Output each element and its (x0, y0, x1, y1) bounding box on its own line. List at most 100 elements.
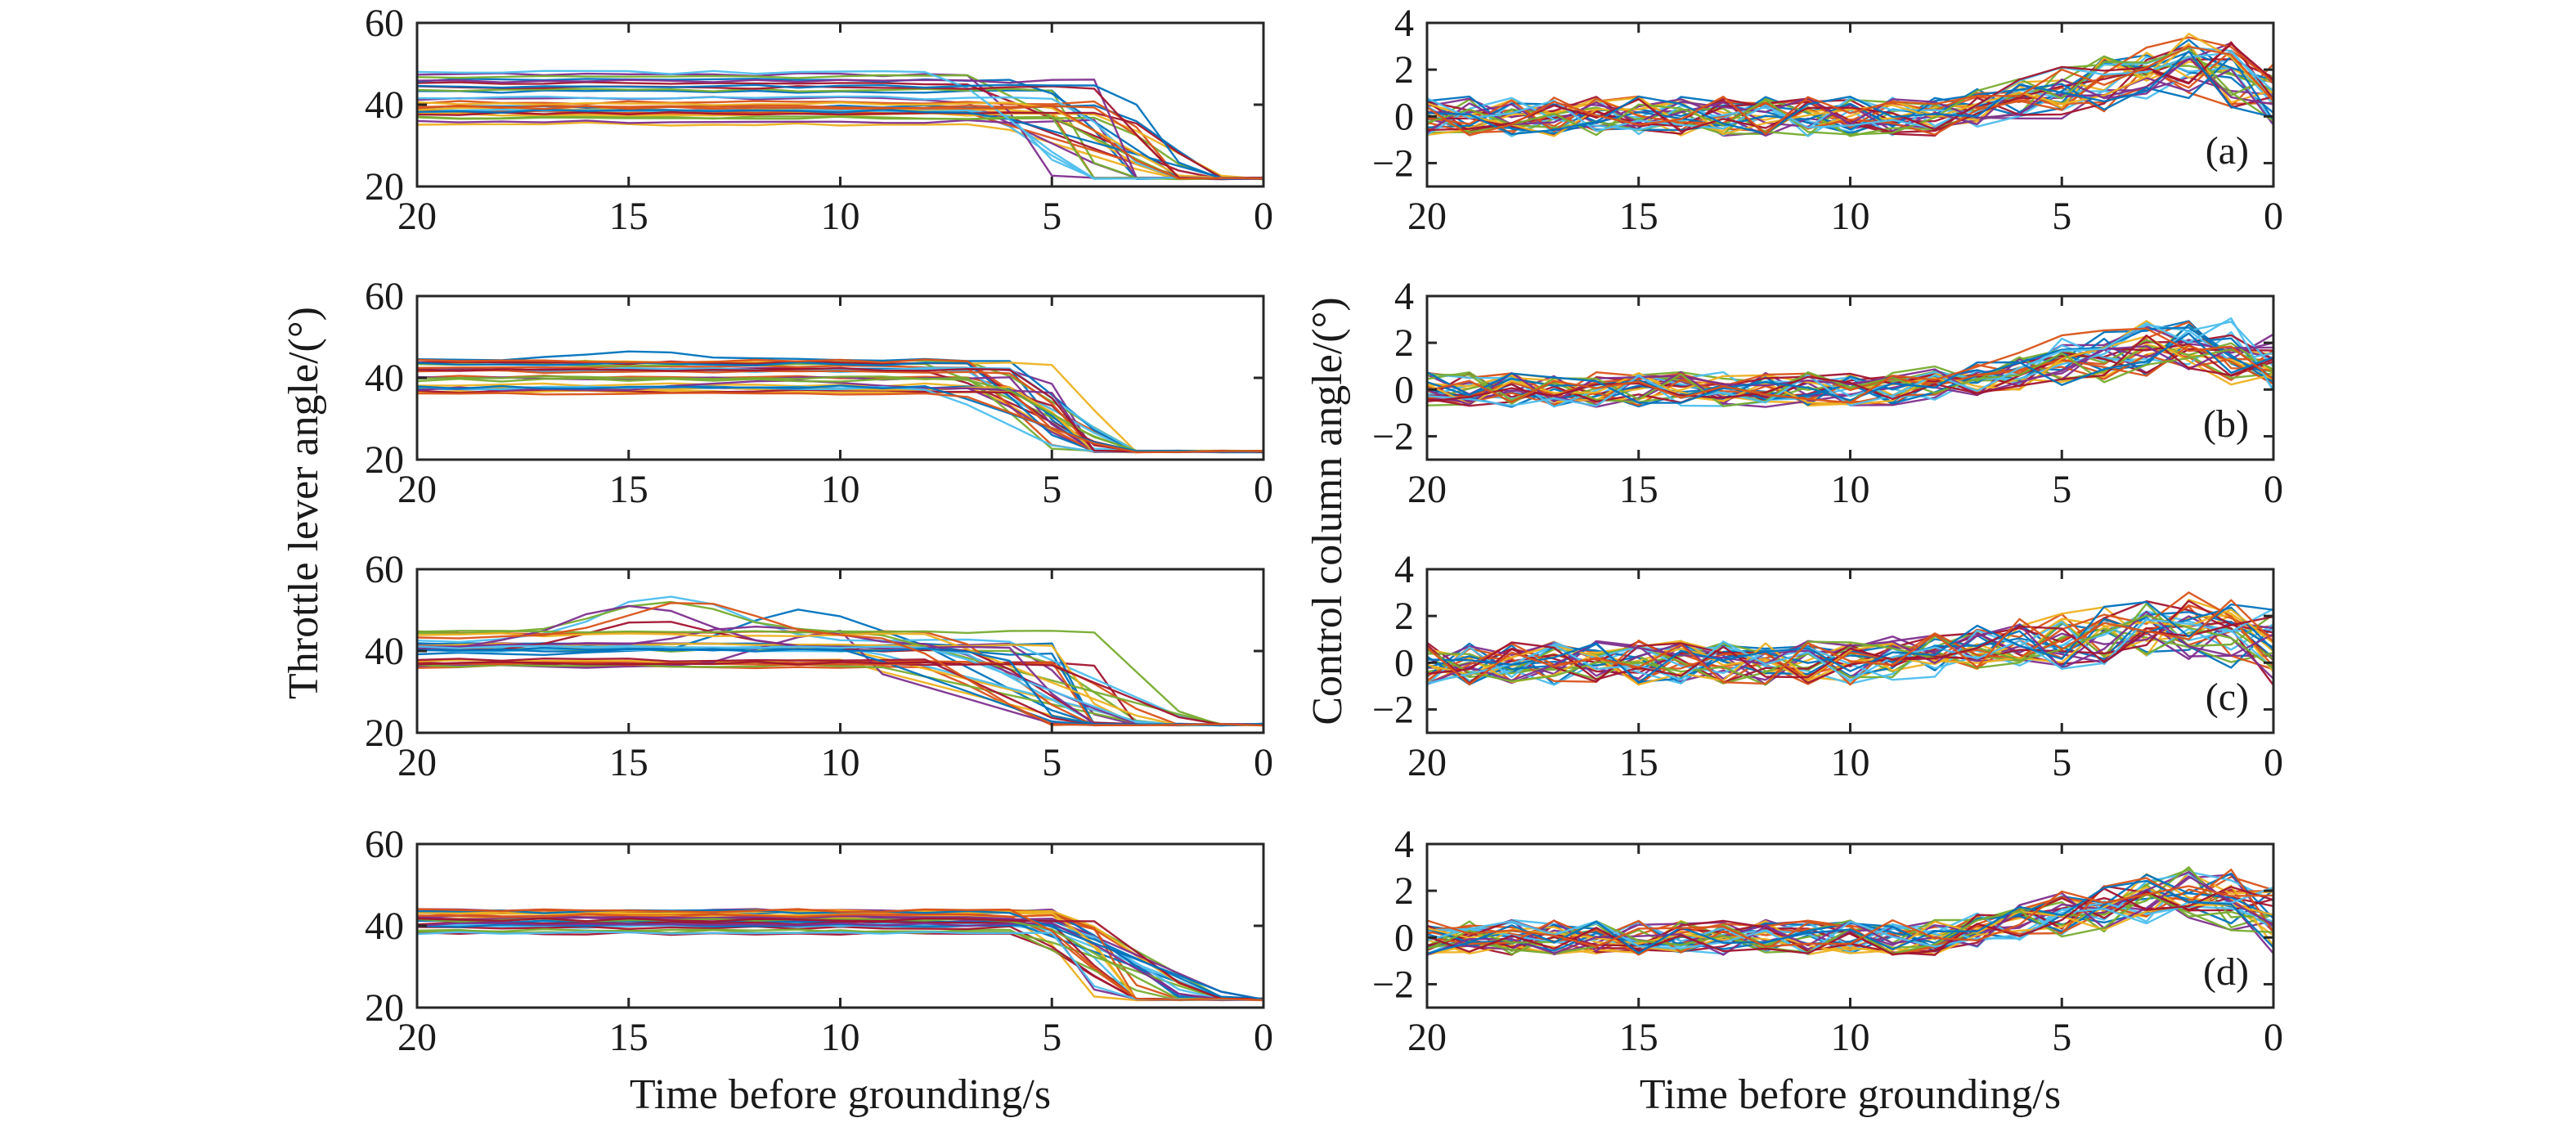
series-group (417, 70, 1263, 181)
series-group (1427, 591, 2273, 686)
x-tick-label: 0 (2264, 1016, 2283, 1059)
y-tick-label: −2 (1372, 415, 1414, 458)
series-group (1427, 33, 2273, 137)
y-tick-label: 60 (365, 275, 404, 318)
series-line (1427, 45, 2273, 137)
series-line (417, 104, 1263, 181)
x-tick-label: 10 (1831, 195, 1870, 238)
y-tick-label: 60 (365, 2, 404, 45)
x-tick-label: 15 (609, 741, 648, 784)
series-line (1427, 873, 2273, 952)
series-line (417, 661, 1263, 726)
x-tick-label: 20 (397, 195, 437, 238)
series-line (417, 922, 1263, 1000)
panel-label: (d) (2203, 950, 2249, 994)
y-tick-label: 2 (1394, 321, 1414, 365)
y-tick-label: 0 (1394, 916, 1414, 959)
x-tick-label: 0 (1254, 468, 1273, 511)
y-tick-label: 4 (1394, 823, 1414, 866)
x-tick-label: 15 (1619, 468, 1658, 511)
y-tick-label: −2 (1372, 963, 1414, 1006)
series-line (417, 392, 1263, 454)
x-tick-label: 15 (1619, 1016, 1658, 1059)
x-tick-label: 20 (1407, 1016, 1447, 1059)
y-tick-label: 2 (1394, 595, 1414, 638)
y-tick-label: 2 (1394, 48, 1414, 92)
x-tick-label: 5 (2052, 195, 2071, 238)
y-tick-label: 20 (365, 165, 404, 209)
series-line (1427, 885, 2273, 948)
left-y-axis-label: Throttle lever angle/(°) (280, 307, 327, 699)
series-line (1427, 599, 2273, 686)
y-tick-label: 0 (1394, 641, 1414, 685)
right-y-axis-label: Control column angle/(°) (1304, 297, 1351, 725)
series-line (1427, 884, 2273, 955)
series-line (417, 595, 1263, 725)
series-group (1427, 866, 2273, 956)
y-tick-label: 4 (1394, 275, 1414, 318)
y-tick-label: 40 (365, 630, 404, 673)
series-line (1427, 335, 2273, 402)
series-line (417, 384, 1263, 453)
series-line (417, 79, 1263, 180)
series-group (1427, 317, 2273, 408)
x-tick-label: 0 (1254, 1016, 1273, 1059)
x-tick-label: 0 (2264, 468, 2283, 511)
left-x-axis-label: Time before grounding/s (630, 1071, 1051, 1118)
series-line (417, 85, 1263, 180)
x-tick-label: 0 (2264, 741, 2283, 784)
x-tick-label: 5 (2052, 1016, 2071, 1059)
panel-label: (c) (2206, 676, 2249, 719)
y-tick-label: 20 (365, 438, 404, 482)
series-line (417, 74, 1263, 180)
series-line (1427, 614, 2273, 686)
y-tick-label: 0 (1394, 368, 1414, 411)
x-tick-label: 5 (2052, 741, 2071, 784)
series-line (1427, 317, 2273, 407)
x-tick-label: 10 (821, 1016, 860, 1059)
panel-throttle-a: 20 15 10 5 0 20 40 60 (365, 2, 1273, 238)
x-tick-label: 20 (1407, 468, 1447, 511)
series-line (1427, 345, 2273, 406)
series-line (417, 377, 1263, 453)
series-line (1427, 323, 2273, 408)
y-tick-label: 4 (1394, 548, 1414, 591)
series-line (417, 88, 1263, 181)
series-line (1427, 600, 2273, 684)
series-line (1427, 344, 2273, 399)
x-tick-label: 15 (1619, 195, 1658, 238)
x-tick-label: 10 (821, 741, 860, 784)
y-tick-label: 60 (365, 548, 404, 591)
panel-label: (b) (2203, 402, 2249, 446)
series-line (417, 663, 1263, 727)
series-line (1427, 886, 2273, 955)
y-tick-label: 40 (365, 357, 404, 400)
panel-label: (a) (2206, 129, 2249, 173)
x-tick-label: 5 (1042, 195, 1061, 238)
series-line (1427, 327, 2273, 404)
x-tick-label: 10 (1831, 741, 1870, 784)
x-tick-label: 0 (1254, 195, 1273, 238)
series-line (417, 931, 1263, 1001)
x-tick-label: 10 (1831, 1016, 1870, 1059)
y-tick-label: 0 (1394, 95, 1414, 138)
series-group (417, 350, 1263, 454)
panel-throttle-d: 20 15 10 5 0 20 40 60 (365, 823, 1273, 1059)
series-line (417, 119, 1263, 181)
x-tick-label: 5 (1042, 741, 1061, 784)
y-tick-label: 40 (365, 905, 404, 948)
series-line (417, 121, 1263, 180)
series-line (1427, 886, 2273, 956)
x-tick-label: 15 (609, 1016, 648, 1059)
series-line (417, 913, 1263, 1001)
series-line (1427, 342, 2273, 403)
x-tick-label: 10 (821, 468, 860, 511)
x-tick-label: 5 (1042, 468, 1061, 511)
y-tick-label: 20 (365, 712, 404, 755)
x-tick-label: 20 (397, 1016, 437, 1059)
series-line (417, 917, 1263, 1000)
y-tick-label: −2 (1372, 688, 1414, 731)
